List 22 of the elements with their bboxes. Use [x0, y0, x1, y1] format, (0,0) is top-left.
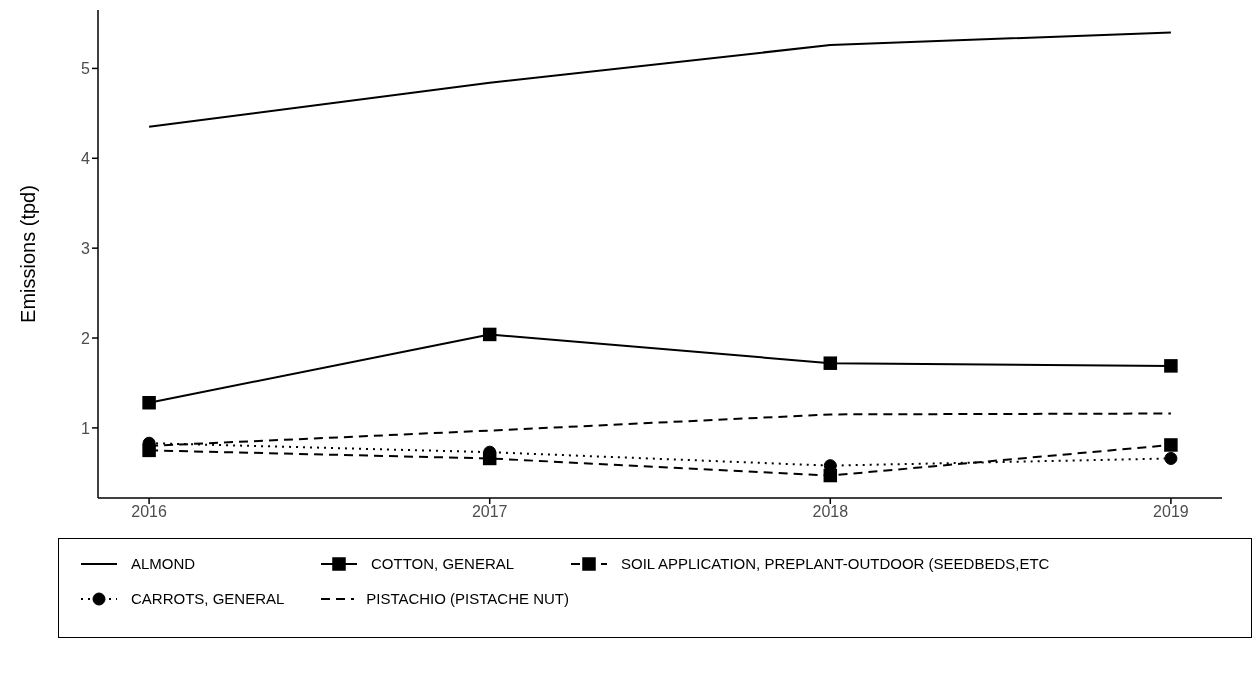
legend-label: COTTON, GENERAL — [371, 555, 515, 572]
y-tick-label: 3 — [81, 239, 91, 257]
x-tick-label: 2019 — [1153, 503, 1189, 521]
point — [482, 327, 497, 342]
point — [1164, 451, 1178, 465]
line-series — [148, 31, 1172, 128]
y-tick-label: 1 — [81, 419, 91, 437]
point — [1164, 438, 1178, 452]
y-axis-title: Emissions (tpd) — [17, 185, 40, 323]
x-tick-label: 2018 — [812, 503, 849, 521]
y-tick-label: 2 — [81, 329, 91, 347]
legend-label: SOIL APPLICATION, PREPLANT-OUTDOOR (SEEDBEDS,ETC — [621, 555, 1050, 572]
x-tick-label: 2017 — [471, 503, 508, 521]
legend-label: ALMOND — [131, 555, 196, 572]
x-tick-label: 2016 — [131, 503, 167, 521]
point — [142, 395, 156, 410]
y-tick-label: 5 — [81, 60, 91, 78]
point — [1164, 359, 1178, 373]
y-tick-label: 4 — [81, 149, 91, 167]
point — [823, 356, 838, 370]
legend-label: CARROTS, GENERAL — [131, 590, 285, 607]
legend-label: PISTACHIO (PISTACHE NUT) — [366, 590, 569, 607]
